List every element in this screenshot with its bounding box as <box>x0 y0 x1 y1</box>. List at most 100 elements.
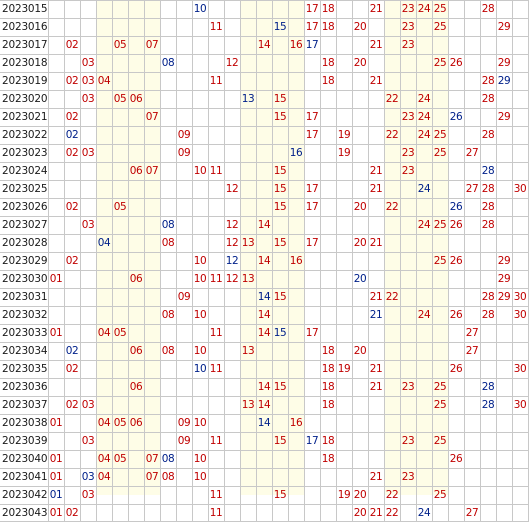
drawn-number-cell: 20 <box>353 57 367 69</box>
special-number-cell: 08 <box>161 453 175 465</box>
grid-line-horizontal <box>0 0 529 1</box>
drawn-number-cell: 25 <box>433 381 447 393</box>
drawn-number-cell: 15 <box>273 93 287 105</box>
issue-label: 2023029 <box>2 255 48 267</box>
drawn-number-cell: 22 <box>385 201 399 213</box>
drawn-number-cell: 03 <box>81 147 95 159</box>
issue-label: 2023040 <box>2 453 48 465</box>
drawn-number-cell: 21 <box>369 471 383 483</box>
drawn-number-cell: 10 <box>193 471 207 483</box>
issue-label: 2023022 <box>2 129 48 141</box>
special-number-cell: 24 <box>417 183 431 195</box>
drawn-number-cell: 15 <box>273 381 287 393</box>
drawn-number-cell: 10 <box>193 255 207 267</box>
issue-label: 2023018 <box>2 57 48 69</box>
issue-label: 2023016 <box>2 21 48 33</box>
grid-line-vertical <box>128 0 129 522</box>
grid-line-horizontal <box>0 396 529 397</box>
drawn-number-cell: 22 <box>385 507 399 519</box>
drawn-number-cell: 17 <box>305 129 319 141</box>
drawn-number-cell: 23 <box>401 381 415 393</box>
drawn-number-cell: 09 <box>177 129 191 141</box>
special-number-cell: 03 <box>81 471 95 483</box>
drawn-number-cell: 22 <box>385 489 399 501</box>
drawn-number-cell: 02 <box>65 39 79 51</box>
drawn-number-cell: 03 <box>81 93 95 105</box>
drawn-number-cell: 15 <box>273 291 287 303</box>
special-number-cell: 14 <box>257 417 271 429</box>
grid-line-horizontal <box>0 162 529 163</box>
grid-line-horizontal <box>0 378 529 379</box>
drawn-number-cell: 23 <box>401 39 415 51</box>
drawn-number-cell: 08 <box>161 237 175 249</box>
drawn-number-cell: 07 <box>145 39 159 51</box>
drawn-number-cell: 17 <box>305 327 319 339</box>
drawn-number-cell: 05 <box>113 93 127 105</box>
drawn-number-cell: 16 <box>289 417 303 429</box>
drawn-number-cell: 06 <box>129 417 143 429</box>
special-number-cell: 08 <box>161 57 175 69</box>
grid-line-horizontal <box>0 108 529 109</box>
drawn-number-cell: 18 <box>321 453 335 465</box>
grid-line-vertical <box>160 0 161 522</box>
drawn-number-cell: 29 <box>497 273 511 285</box>
special-number-cell: 15 <box>273 21 287 33</box>
drawn-number-cell: 10 <box>193 165 207 177</box>
drawn-number-cell: 15 <box>273 435 287 447</box>
drawn-number-cell: 18 <box>321 3 335 15</box>
special-number-cell: 17 <box>305 39 319 51</box>
drawn-number-cell: 08 <box>161 309 175 321</box>
drawn-number-cell: 10 <box>193 417 207 429</box>
grid-line-horizontal <box>0 288 529 289</box>
grid-line-vertical <box>176 0 177 522</box>
drawn-number-cell: 05 <box>113 201 127 213</box>
drawn-number-cell: 19 <box>337 129 351 141</box>
drawn-number-cell: 18 <box>321 381 335 393</box>
issue-label: 2023041 <box>2 471 48 483</box>
drawn-number-cell: 29 <box>497 111 511 123</box>
drawn-number-cell: 28 <box>481 219 495 231</box>
grid-line-horizontal <box>0 54 529 55</box>
drawn-number-cell: 05 <box>113 327 127 339</box>
drawn-number-cell: 15 <box>273 111 287 123</box>
grid-line-horizontal <box>0 216 529 217</box>
issue-label: 2023021 <box>2 111 48 123</box>
grid-line-vertical <box>256 0 257 522</box>
drawn-number-cell: 18 <box>321 363 335 375</box>
drawn-number-cell: 08 <box>161 345 175 357</box>
drawn-number-cell: 25 <box>433 255 447 267</box>
drawn-number-cell: 15 <box>273 201 287 213</box>
drawn-number-cell: 17 <box>305 183 319 195</box>
drawn-number-cell: 28 <box>481 3 495 15</box>
grid-line-horizontal <box>0 324 529 325</box>
drawn-number-cell: 26 <box>449 363 463 375</box>
drawn-number-cell: 21 <box>369 291 383 303</box>
drawn-number-cell: 20 <box>353 201 367 213</box>
drawn-number-cell: 02 <box>65 399 79 411</box>
drawn-number-cell: 22 <box>385 291 399 303</box>
special-number-cell: 29 <box>497 75 511 87</box>
issue-label: 2023039 <box>2 435 48 447</box>
drawn-number-cell: 27 <box>465 147 479 159</box>
issue-label: 2023035 <box>2 363 48 375</box>
drawn-number-cell: 25 <box>433 147 447 159</box>
drawn-number-cell: 11 <box>209 165 223 177</box>
drawn-number-cell: 04 <box>97 471 111 483</box>
drawn-number-cell: 17 <box>305 111 319 123</box>
grid-line-vertical <box>192 0 193 522</box>
drawn-number-cell: 01 <box>49 327 63 339</box>
drawn-number-cell: 26 <box>449 219 463 231</box>
drawn-number-cell: 15 <box>273 237 287 249</box>
drawn-number-cell: 07 <box>145 471 159 483</box>
drawn-number-cell: 01 <box>49 453 63 465</box>
grid-line-vertical <box>208 0 209 522</box>
grid-line-horizontal <box>0 234 529 235</box>
drawn-number-cell: 25 <box>433 57 447 69</box>
issue-label: 2023032 <box>2 309 48 321</box>
drawn-number-cell: 28 <box>481 93 495 105</box>
issue-label: 2023042 <box>2 489 48 501</box>
grid-line-vertical <box>448 0 449 522</box>
special-number-cell: 04 <box>97 237 111 249</box>
drawn-number-cell: 13 <box>241 273 255 285</box>
